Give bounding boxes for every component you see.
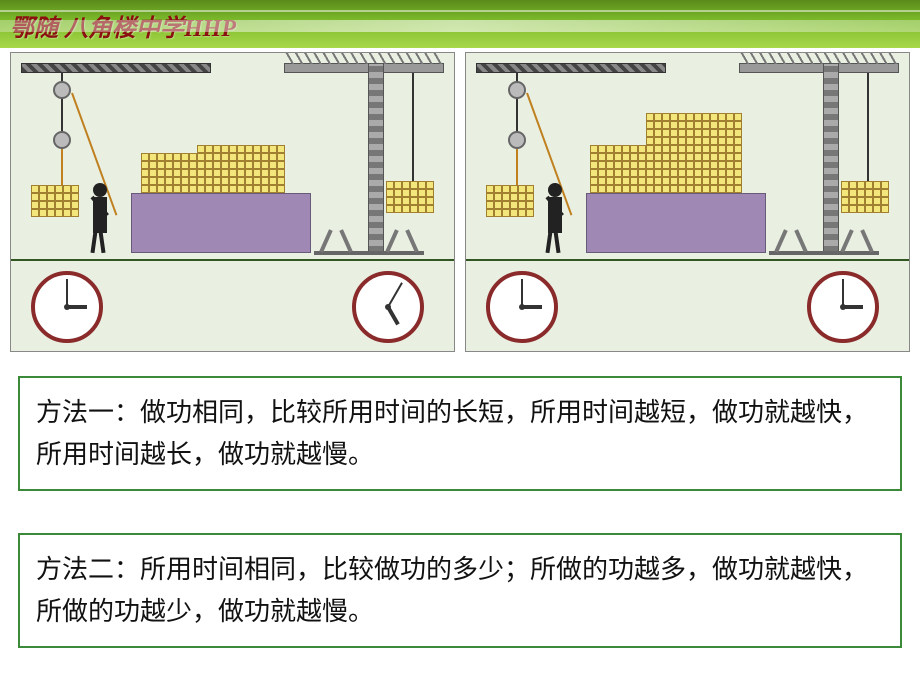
illustration-row [0, 48, 920, 356]
worker-icon [86, 183, 114, 253]
scene-right [465, 52, 910, 352]
load-rope [516, 149, 518, 189]
pulley-lower [508, 131, 526, 149]
worker-icon [541, 183, 569, 253]
clock-crane-right [807, 271, 879, 343]
pulley-load-box [31, 185, 79, 217]
method-two-box: 方法二：所用时间相同，比较做功的多少；所做的功越多，做功就越快，所做的功越少，做… [18, 533, 902, 648]
platform [131, 193, 311, 253]
ceiling-beam [476, 63, 666, 73]
header-bar: 鄂随 八角楼中学HHP [0, 0, 920, 48]
scene-left [10, 52, 455, 352]
pulley-upper [53, 81, 71, 99]
clock-crane-left [352, 271, 424, 343]
crane-mast [368, 63, 384, 253]
crane-base [769, 233, 879, 255]
crane-cable [412, 73, 414, 183]
crane-jib [739, 63, 899, 73]
method-one-text: 方法一：做功相同，比较所用时间的长短，所用时间越短，做功就越快，所用时间越长，做… [36, 398, 868, 469]
ground-line [11, 259, 454, 261]
crane-cable [867, 73, 869, 183]
pulley-lower [53, 131, 71, 149]
pulley-load-box [486, 185, 534, 217]
pulley-upper [508, 81, 526, 99]
crane-mast [823, 63, 839, 253]
text-section: 方法一：做功相同，比较所用时间的长短，所用时间越短，做功就越快，所用时间越长，做… [0, 356, 920, 648]
clock-person-left [31, 271, 103, 343]
clock-person-right [486, 271, 558, 343]
method-two-text: 方法二：所用时间相同，比较做功的多少；所做的功越多，做功就越快，所做的功越少，做… [36, 555, 868, 626]
crane-load-box [386, 181, 434, 213]
brick-stack-short [590, 145, 646, 193]
header-title: 鄂随 八角楼中学HHP [10, 8, 236, 43]
load-rope [61, 149, 63, 189]
crane-base [314, 233, 424, 255]
crane-load-box [841, 181, 889, 213]
method-one-box: 方法一：做功相同，比较所用时间的长短，所用时间越短，做功就越快，所用时间越长，做… [18, 376, 902, 491]
crane-jib [284, 63, 444, 73]
ground-line [466, 259, 909, 261]
platform [586, 193, 766, 253]
ceiling-beam [21, 63, 211, 73]
brick-stack-main [141, 145, 285, 193]
brick-stack-tall [646, 113, 742, 193]
